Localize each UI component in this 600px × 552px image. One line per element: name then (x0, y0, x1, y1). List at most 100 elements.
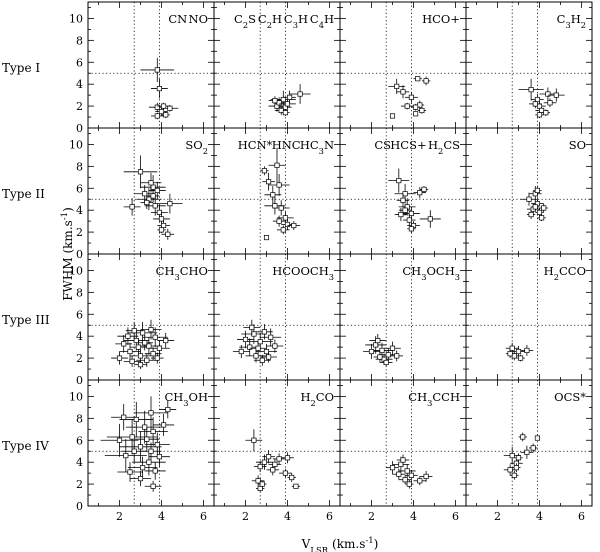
point-marker (150, 184, 156, 190)
point-marker (545, 91, 551, 97)
data-point (272, 215, 286, 227)
point-marker (284, 221, 291, 227)
title-text: CS (443, 138, 460, 152)
point-marker (156, 209, 162, 215)
molecule-label: C2S (234, 12, 256, 30)
row-label: Type III (2, 313, 50, 327)
point-marker (142, 424, 148, 430)
point-marker (167, 201, 173, 207)
x-axis-title-part: V (301, 537, 311, 551)
point-marker (161, 422, 167, 428)
subscript-text: 2 (243, 20, 248, 30)
point-marker (534, 187, 540, 194)
data-point (400, 102, 414, 110)
point-marker (272, 203, 278, 209)
molecule-label: OCS* (554, 390, 586, 404)
y-axis-title-part: -1 (60, 212, 70, 220)
y-tick-label: 10 (69, 12, 83, 25)
data-point (262, 172, 275, 191)
point-marker (137, 476, 144, 482)
data-point (119, 431, 162, 463)
data-point (505, 342, 519, 354)
point-marker (515, 455, 522, 461)
data-point (419, 210, 441, 228)
y-tick-label: 0 (76, 248, 83, 261)
point-marker (289, 474, 295, 481)
point-marker (257, 339, 263, 345)
data-series (140, 57, 179, 120)
point-marker (536, 103, 543, 109)
data-point (111, 404, 137, 431)
data-point (419, 186, 429, 193)
point-marker (152, 468, 158, 474)
subscript-text: 2 (438, 146, 443, 156)
point-marker (511, 472, 517, 478)
point-marker (150, 351, 156, 357)
point-marker (541, 205, 547, 211)
point-marker (524, 347, 530, 353)
data-series (503, 432, 540, 480)
data-point (161, 228, 175, 240)
point-marker (539, 215, 545, 221)
point-marker (259, 481, 265, 487)
x-axis-title-part: (km.s (332, 537, 365, 551)
data-point (411, 103, 420, 111)
data-point (518, 432, 527, 442)
molecule-label: C4H (310, 12, 334, 30)
data-point (396, 85, 410, 99)
molecule-label: NO (189, 12, 209, 26)
data-point (262, 450, 275, 464)
data-point (388, 168, 410, 193)
point-marker (131, 328, 137, 334)
point-marker (284, 101, 291, 107)
point-marker (158, 227, 165, 233)
data-point (268, 147, 286, 183)
point-marker (116, 437, 123, 443)
point-marker (131, 448, 137, 454)
x-tick-label: 6 (200, 510, 207, 523)
point-marker (400, 197, 406, 203)
data-point (151, 352, 164, 364)
data-point (413, 76, 422, 82)
subscript-text: 2 (267, 20, 272, 30)
point-marker (423, 78, 429, 84)
point-marker (270, 192, 276, 198)
x-tick-label: 4 (410, 510, 417, 523)
point-marker (373, 342, 379, 348)
point-marker (156, 454, 162, 460)
molecule-label: HCN* (238, 138, 273, 152)
point-marker (148, 410, 154, 416)
point-marker (284, 455, 291, 461)
panel-title: SO (569, 138, 586, 152)
data-point (281, 452, 294, 464)
x-tick-label: 4 (158, 510, 165, 523)
data-point (535, 207, 544, 217)
point-marker (251, 331, 257, 337)
point-marker (268, 334, 274, 340)
data-point (159, 400, 177, 419)
point-marker (408, 210, 414, 217)
x-axis-title-part: ) (374, 537, 379, 551)
row-label: Type IV (2, 439, 49, 453)
subscript-text: 2 (311, 398, 316, 408)
point-marker (280, 227, 286, 233)
data-series (388, 168, 441, 234)
point-marker (154, 104, 160, 110)
subscript-text: 2 (554, 272, 559, 282)
y-axis-title: FWHM (km.s-1) (60, 207, 75, 301)
point-marker (276, 100, 282, 106)
y-tick-label: 8 (76, 286, 83, 299)
molecule-label: CH3CHO (156, 264, 208, 282)
point-marker (507, 467, 513, 473)
title-text: CCO (559, 264, 586, 278)
point-marker (394, 353, 400, 359)
point-marker (154, 187, 160, 194)
point-marker (413, 104, 419, 110)
data-point (289, 84, 311, 104)
point-marker (261, 459, 267, 465)
point-marker (417, 478, 423, 484)
data-point (537, 214, 546, 222)
data-point (138, 417, 168, 446)
point-marker (526, 196, 532, 202)
